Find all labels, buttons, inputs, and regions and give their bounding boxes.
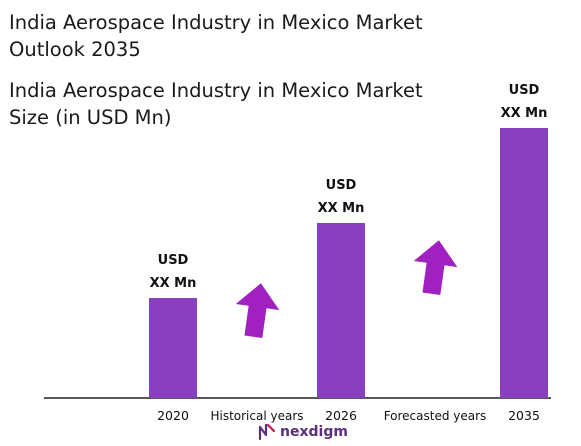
trend-arrow-historical-icon <box>235 283 280 338</box>
x-tick-2035: 2035 <box>508 408 540 423</box>
bar-2026 <box>317 223 365 398</box>
x-tick-2026: 2026 <box>325 408 357 423</box>
trend-arrow-forecasted-icon <box>413 240 458 295</box>
data-label-2020-line1: USD <box>158 253 189 268</box>
period-label-historical: Historical years <box>210 409 303 423</box>
bar-2020 <box>149 298 197 398</box>
data-label-2020-line2: XX Mn <box>150 276 197 291</box>
period-label-forecasted: Forecasted years <box>384 409 487 423</box>
bar-2035 <box>500 128 548 398</box>
data-label-2035-line1: USD <box>509 83 540 98</box>
data-label-2035-line2: XX Mn <box>501 106 548 121</box>
x-tick-2020: 2020 <box>157 408 189 423</box>
logo-icon <box>258 423 276 441</box>
data-label-2026-line1: USD <box>326 178 357 193</box>
data-label-2026-line2: XX Mn <box>318 201 365 216</box>
brand-logo: nexdigm <box>258 422 348 442</box>
chart-subtitle: India Aerospace Industry in Mexico Marke… <box>9 79 423 129</box>
logo-text: nexdigm <box>280 424 348 440</box>
chart-title: India Aerospace Industry in Mexico Marke… <box>9 11 423 61</box>
